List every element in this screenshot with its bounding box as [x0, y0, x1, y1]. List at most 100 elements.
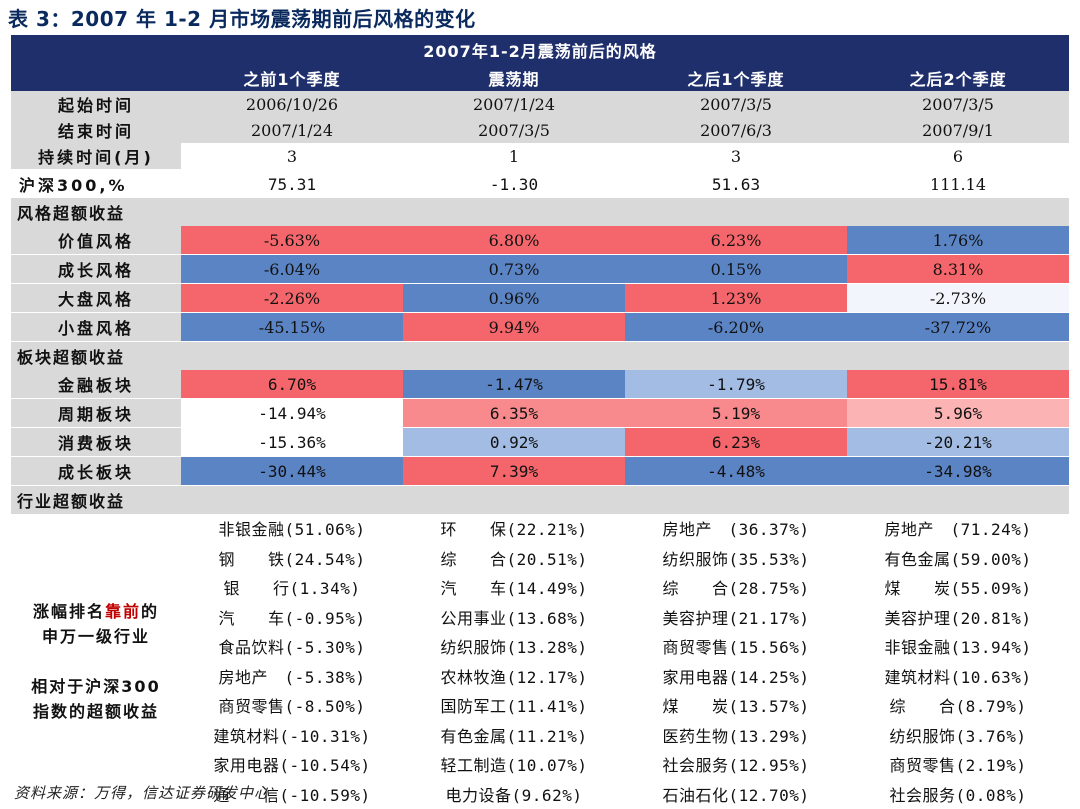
period-header: 之后2个季度 [847, 65, 1070, 91]
industry-row: 汽 车(-0.95%) 公用事业(13.68%) 美容护理(21.17%) 美容护理(… [11, 602, 1070, 632]
cell-value: 6.80% [403, 226, 625, 255]
cell-value: 6.35% [403, 398, 625, 428]
industry-cell: 商贸零售(2.19%) [847, 749, 1070, 780]
industry-row: 涨幅排名靠前的 申万一级行业 相对于沪深300 指数的超额收益 非银金融(51.06%)… [11, 514, 1070, 809]
style-row: 价值风格 -5.63% 6.80% 6.23% 1.76% [11, 226, 1070, 255]
industry-cell: 有色金属(59.00%) [847, 543, 1070, 573]
period-header-row: 之前1个季度 震荡期 之后1个季度 之后2个季度 [11, 65, 1070, 91]
cell-value: 1.76% [847, 226, 1070, 255]
cell-value: 7.39% [403, 456, 625, 486]
cell-value: 2007/3/5 [847, 91, 1070, 117]
industry-cell: 非银金融(51.06%) [181, 514, 403, 544]
cell-value: 0.92% [403, 427, 625, 457]
cell-value: 6.23% [625, 427, 847, 457]
industry-cell: 综 合(20.51%) [403, 543, 625, 573]
industry-label-line: 涨幅排名靠前的 [11, 599, 181, 624]
industry-cell: 环 保(22.21%) [403, 514, 625, 544]
row-label: 结束时间 [11, 117, 181, 143]
industry-cell: 电力设备(9.62%) [403, 779, 625, 809]
style-row: 小盘风格 -45.15% 9.94% -6.20% -37.72% [11, 312, 1070, 342]
industry-label-line: 指数的超额收益 [32, 701, 159, 721]
period-header: 之前1个季度 [181, 65, 403, 91]
row-label: 消费板块 [11, 427, 181, 457]
industry-cell: 社会服务(0.08%) [847, 779, 1070, 809]
industry-cell: 建筑材料(10.63%) [847, 661, 1070, 691]
cell-value: 8.31% [847, 254, 1070, 284]
hs300-row: 沪深300,% 75.31 -1.30 51.63 111.14 [11, 169, 1070, 198]
row-label: 成长风格 [11, 254, 181, 284]
label-spacer [11, 649, 181, 674]
row-label: 沪深300,% [11, 169, 181, 198]
cell-value: 2007/6/3 [625, 117, 847, 143]
cell-value: -6.20% [625, 312, 847, 342]
industry-cell: 房地产 (71.24%) [847, 514, 1070, 544]
cell-value: 3 [625, 143, 847, 170]
table-title: 2007年1-2月震荡前后的风格 [11, 35, 1070, 65]
industry-cell: 房地产 (-5.38%) [181, 661, 403, 691]
style-row: 成长风格 -6.04% 0.73% 0.15% 8.31% [11, 254, 1070, 284]
industry-cell: 银 行(1.34%) [181, 572, 403, 603]
sector-row: 成长板块 -30.44% 7.39% -4.48% -34.98% [11, 456, 1070, 486]
cell-value: -15.36% [181, 427, 403, 457]
industry-cell: 综 合(8.79%) [847, 690, 1070, 721]
period-header: 震荡期 [403, 65, 625, 91]
cell-value: 1 [403, 143, 625, 170]
cell-value: 51.63 [625, 169, 847, 198]
industry-cell: 轻工制造(10.07%) [403, 749, 625, 780]
industry-cell: 国防军工(11.41%) [403, 690, 625, 721]
industry-label-line: 申万一级行业 [41, 626, 150, 646]
source-note: 资料来源：万得，信达证券研发中心 [14, 784, 271, 802]
sector-row: 消费板块 -15.36% 0.92% 6.23% -20.21% [11, 427, 1070, 457]
industry-cell: 非银金融(13.94%) [847, 631, 1070, 662]
industry-row: 家用电器(-10.54%) 轻工制造(10.07%) 社会服务(12.95%) 商贸零… [11, 749, 1070, 780]
cell-value: -30.44% [181, 456, 403, 486]
cell-value: 6.23% [625, 226, 847, 255]
industry-cell: 汽 车(-0.95%) [181, 602, 403, 632]
cell-value: 2007/9/1 [847, 117, 1070, 143]
industry-row: 银 行(1.34%) 汽 车(14.49%) 综 合(28.75%) 煤 炭(55.0… [11, 572, 1070, 603]
industry-cell: 钢 铁(24.54%) [181, 543, 403, 573]
industry-cell: 通 信(-10.59%) [181, 779, 403, 809]
industry-cell: 商贸零售(-8.50%) [181, 690, 403, 721]
label-text: 涨幅排名 [32, 601, 105, 621]
label-text: 的 [141, 601, 160, 621]
industry-cell: 纺织服饰(35.53%) [625, 543, 847, 573]
industry-cell: 建筑材料(-10.31%) [181, 720, 403, 750]
cell-value: 0.73% [403, 254, 625, 284]
industry-cell: 美容护理(21.17%) [625, 602, 847, 632]
cell-value: 2007/3/5 [625, 91, 847, 117]
duration-row: 持续时间(月) 3 1 3 6 [11, 143, 1070, 170]
cell-value: 0.15% [625, 254, 847, 284]
end-time-row: 结束时间 2007/1/24 2007/3/5 2007/6/3 2007/9/… [11, 117, 1070, 143]
industry-label-line: 相对于沪深300 [31, 676, 161, 696]
cell-value: -1.30 [403, 169, 625, 198]
cell-value: 5.19% [625, 398, 847, 428]
industry-section-row: 行业超额收益 [11, 485, 1070, 514]
style-comparison-table: 2007年1-2月震荡前后的风格 之前1个季度 震荡期 之后1个季度 之后2个季… [11, 35, 1070, 809]
industry-cell: 汽 车(14.49%) [403, 572, 625, 603]
industry-cell: 食品饮料(-5.30%) [181, 631, 403, 662]
industry-cell: 石油石化(12.70%) [625, 779, 847, 809]
table-title-row: 2007年1-2月震荡前后的风格 [11, 35, 1070, 65]
industry-cell: 医药生物(13.29%) [625, 720, 847, 750]
row-label: 成长板块 [11, 456, 181, 486]
industry-row: 食品饮料(-5.30%) 纺织服饰(13.28%) 商贸零售(15.56%) 非银金融… [11, 631, 1070, 662]
industry-label: 涨幅排名靠前的 申万一级行业 相对于沪深300 指数的超额收益 [11, 514, 181, 809]
cell-value: -4.48% [625, 456, 847, 486]
cell-value: 9.94% [403, 312, 625, 342]
cell-value: -45.15% [181, 312, 403, 342]
industry-cell: 农林牧渔(12.17%) [403, 661, 625, 691]
cell-value: 6.70% [181, 370, 403, 399]
industry-cell: 家用电器(14.25%) [625, 661, 847, 691]
cell-value: 2007/1/24 [181, 117, 403, 143]
industry-cell: 煤 炭(55.09%) [847, 572, 1070, 603]
cell-value: 0.96% [403, 283, 625, 313]
section-title: 行业超额收益 [11, 485, 1070, 514]
row-label: 大盘风格 [11, 283, 181, 313]
cell-value: 1.23% [625, 283, 847, 313]
row-label: 周期板块 [11, 398, 181, 428]
industry-cell: 社会服务(12.95%) [625, 749, 847, 780]
industry-cell: 商贸零售(15.56%) [625, 631, 847, 662]
industry-cell: 纺织服饰(3.76%) [847, 720, 1070, 750]
cell-value: 6 [847, 143, 1070, 170]
